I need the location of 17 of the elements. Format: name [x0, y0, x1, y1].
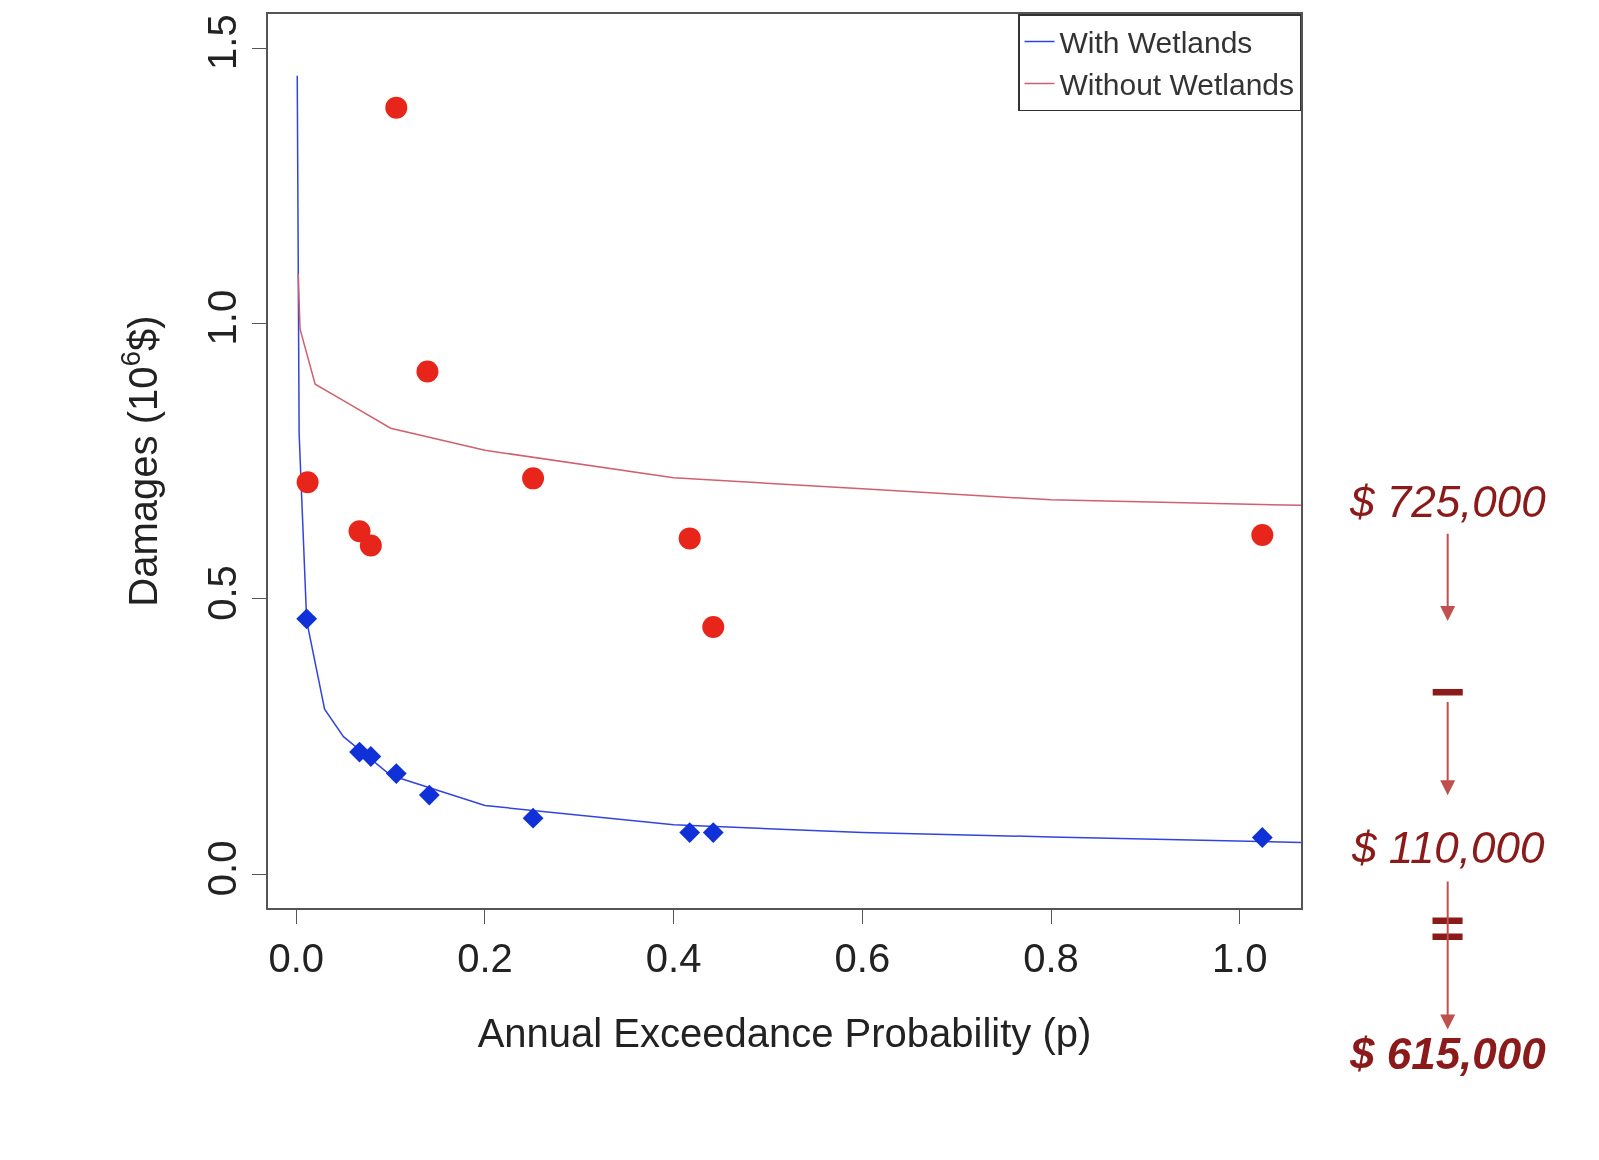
- text: −: [1430, 658, 1466, 725]
- legend-label: With Wetlands: [1059, 26, 1253, 60]
- x-tick-label: 0.6: [834, 935, 891, 980]
- x-tick-label: 0.0: [268, 935, 325, 980]
- legend-label: Without Wetlands: [1059, 68, 1295, 102]
- y-tick-label: 0.0: [200, 840, 245, 897]
- x-axis-title: Annual Exceedance Probability (p): [477, 1010, 1092, 1055]
- y-tick-label: 0.5: [200, 565, 245, 621]
- y-tick-label: 1.0: [200, 289, 245, 346]
- x-tick-label: 0.8: [1023, 935, 1079, 980]
- text: $ 110,000: [1351, 823, 1546, 872]
- x-tick-label: 0.2: [457, 935, 513, 980]
- y-tick-label: 1.5: [200, 14, 245, 70]
- x-tick-label: 1.0: [1211, 935, 1268, 980]
- text: $ 725,000: [1349, 477, 1547, 526]
- text: $ 615,000: [1349, 1029, 1547, 1078]
- x-tick-label: 0.4: [645, 935, 702, 980]
